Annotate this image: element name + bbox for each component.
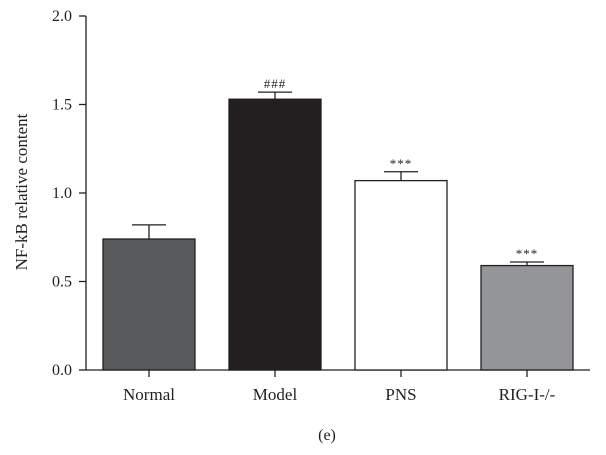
panel-label: (e) [318, 427, 336, 444]
bar-group-3: *** [480, 246, 574, 371]
y-axis-label: NF-kB relative content [12, 113, 31, 270]
x-tick-label: Normal [123, 385, 175, 404]
significance-label: *** [390, 156, 413, 171]
bar-group-0 [102, 224, 196, 371]
y-tick-label: 0.5 [52, 274, 72, 291]
bar [354, 179, 448, 371]
chart-axes: 0.0 0.5 1.0 1.5 2.0 Normal Model PNS RIG-I-/- [52, 8, 590, 404]
y-tick-label: 1.5 [52, 97, 72, 114]
bar-group-2: *** [354, 156, 448, 371]
significance-label: ### [264, 76, 287, 91]
bar [228, 98, 322, 371]
bar [480, 264, 574, 371]
y-tick-label: 2.0 [52, 8, 72, 25]
significance-label: *** [516, 246, 539, 261]
x-tick-label: Model [253, 385, 298, 404]
bar-group-1: ### [228, 76, 322, 371]
chart-bars: ### *** *** [102, 76, 574, 371]
bar [102, 238, 196, 371]
y-tick-label: 0.0 [52, 362, 72, 379]
x-tick-label: RIG-I-/- [499, 385, 556, 404]
x-tick-label: PNS [385, 385, 416, 404]
y-tick-label: 1.0 [52, 185, 72, 202]
